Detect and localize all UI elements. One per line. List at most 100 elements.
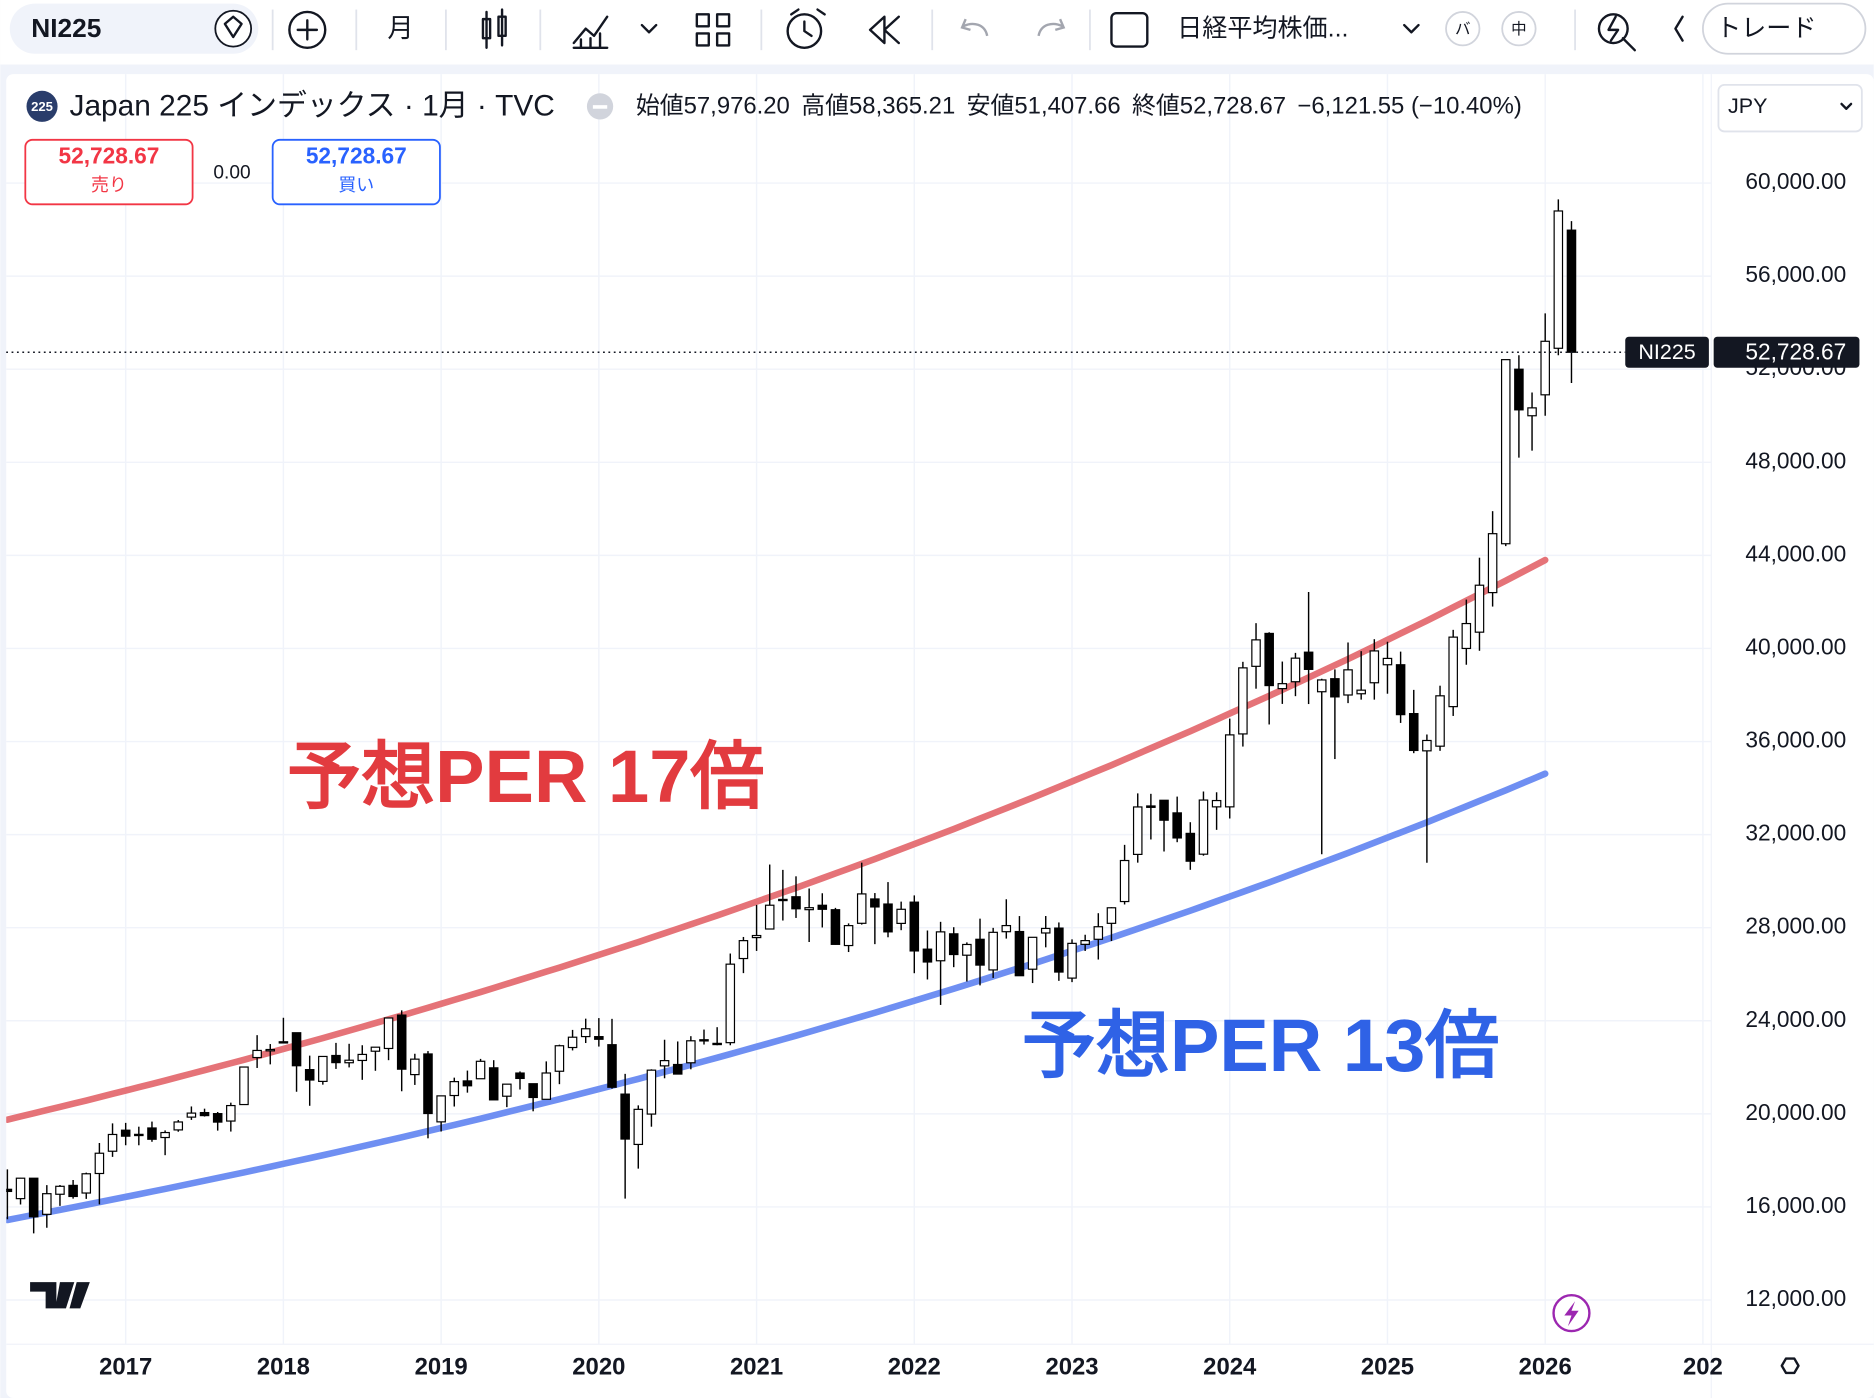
candle-body: [1159, 799, 1169, 821]
candle-body: [1487, 533, 1498, 594]
toolbar: NI225 月 日経平均株価... バ 中 トレード: [0, 0, 1874, 65]
indicators-icon[interactable]: [572, 15, 609, 49]
logo[interactable]: [30, 1282, 90, 1309]
candle-body: [843, 925, 854, 947]
ohlc-value: 52,728.67: [1180, 93, 1286, 120]
candle-body: [554, 1045, 565, 1072]
candle-body: [1211, 799, 1222, 808]
candle-body: [856, 893, 867, 924]
candle-body: [1500, 359, 1511, 545]
candle-body: [1369, 650, 1380, 684]
candle-body: [68, 1184, 78, 1198]
search-handle: [1607, 15, 1636, 52]
candle-body: [528, 1083, 538, 1099]
settings-icon[interactable]: [1780, 1357, 1800, 1375]
currency-select[interactable]: [1717, 83, 1863, 133]
badge[interactable]: [1501, 11, 1537, 47]
candle-body: [462, 1080, 473, 1087]
candle-body: [948, 933, 959, 956]
candle-body: [1146, 805, 1156, 808]
add-icon[interactable]: [288, 10, 327, 49]
candle-body: [410, 1058, 420, 1076]
trade-button[interactable]: [1702, 2, 1867, 55]
ohlc-value: 58,365.21: [849, 93, 955, 120]
symbol-tag: [1625, 336, 1709, 368]
search-icon[interactable]: [1597, 13, 1629, 45]
chart-name[interactable]: 日経平均株価...: [1177, 14, 1348, 42]
candle-body: [909, 901, 920, 952]
candle-body: [607, 1044, 617, 1088]
plus: [296, 19, 319, 41]
axes: 12,000.00 16,000.00 20,000.00 24,000.00 28,0…: [6, 168, 1860, 1380]
candle-body: [725, 963, 736, 1044]
layout-select[interactable]: [1110, 11, 1149, 48]
candle-body: [28, 1177, 39, 1218]
x-tick-label: 2024: [1203, 1353, 1257, 1380]
candle-body: [252, 1049, 262, 1059]
legend: 225 Japan 225 インデックス · 1月 · TVC 始値57,976…: [24, 83, 1863, 206]
symbol[interactable]: NI225: [31, 13, 101, 43]
candle-body: [1514, 368, 1524, 411]
candle-body: [42, 1193, 52, 1215]
redo-icon[interactable]: [1037, 18, 1066, 37]
candle-body: [1343, 669, 1353, 696]
buy-label: 買い: [338, 175, 374, 195]
candle-body: [357, 1053, 368, 1062]
y-tick-label: 48,000.00: [1745, 447, 1846, 473]
candle-body: [1303, 651, 1314, 670]
candle-body: [173, 1121, 184, 1131]
candle-body: [1540, 340, 1550, 396]
symbol-search[interactable]: [9, 3, 259, 54]
candle-body: [120, 1129, 131, 1137]
candle-body: [1382, 657, 1393, 666]
overlay-line: [6, 770, 1549, 1224]
candle-body: [962, 943, 972, 956]
candle-body: [94, 1152, 105, 1175]
chevron[interactable]: [640, 23, 658, 34]
alert-icon[interactable]: [786, 13, 823, 49]
y-tick-label: 20,000.00: [1745, 1099, 1846, 1125]
buy-price: 52,728.67: [306, 143, 407, 169]
sell-button[interactable]: [24, 138, 194, 206]
replay-icon[interactable]: [868, 15, 900, 45]
candle-body: [594, 1036, 604, 1040]
candle-body: [502, 1083, 512, 1097]
spread: 0.00: [213, 162, 250, 183]
x-tick-label: 2023: [1045, 1353, 1098, 1380]
candle-body: [1408, 713, 1419, 752]
candle-body: [1080, 940, 1090, 945]
candles-icon[interactable]: [481, 8, 507, 49]
diamond-icon: [223, 15, 243, 39]
compare-icon[interactable]: [214, 9, 253, 48]
candles: [6, 199, 1577, 1234]
buy-button[interactable]: [271, 138, 441, 206]
undo-icon[interactable]: [960, 18, 989, 37]
back-icon[interactable]: [1674, 15, 1684, 42]
y-tick-label: 60,000.00: [1745, 168, 1846, 194]
candle-body: [988, 931, 998, 971]
candle-body: [186, 1112, 197, 1118]
candle-body: [383, 1017, 394, 1050]
y-tick-label: 12,000.00: [1745, 1285, 1846, 1311]
candle-body: [738, 940, 749, 960]
interval[interactable]: 月: [387, 13, 413, 43]
candle-body: [1093, 926, 1104, 940]
candle-body: [278, 1041, 289, 1044]
sell-price: 52,728.67: [58, 143, 159, 169]
ohlc-values: 始値57,976.20 高値58,365.21 安値51,407.66 終値52…: [636, 93, 1522, 120]
x-tick-label: 202: [1683, 1353, 1723, 1380]
candle-body: [475, 1060, 486, 1080]
candle-body: [1132, 806, 1143, 855]
candle-body: [436, 1095, 446, 1123]
x-tick-label: 2022: [888, 1353, 941, 1380]
candle-body: [751, 934, 762, 939]
flash-bolt: [1564, 1301, 1579, 1327]
layout-icon[interactable]: [695, 13, 731, 47]
candle-body: [1106, 907, 1117, 924]
y-tick-label: 36,000.00: [1745, 727, 1846, 753]
chevron: [1840, 102, 1853, 110]
candle-body: [55, 1185, 65, 1195]
chevron[interactable]: [1403, 23, 1420, 34]
badge[interactable]: [1445, 11, 1481, 47]
